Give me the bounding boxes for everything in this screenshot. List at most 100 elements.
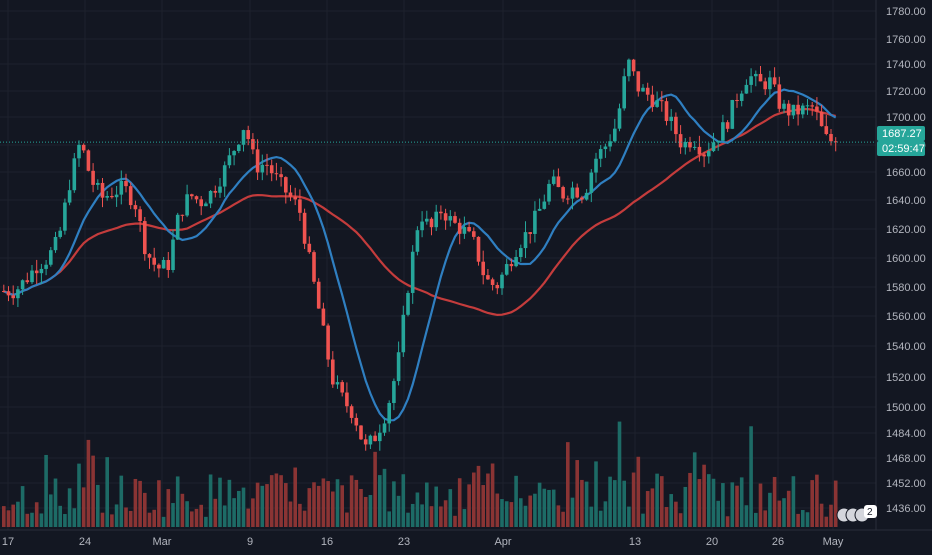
- candle[interactable]: [730, 100, 735, 129]
- candle[interactable]: [645, 87, 650, 95]
- candle[interactable]: [246, 130, 250, 140]
- candle[interactable]: [631, 59, 636, 72]
- candle[interactable]: [448, 216, 453, 221]
- candle[interactable]: [340, 382, 344, 393]
- candle[interactable]: [702, 154, 706, 157]
- candle[interactable]: [815, 106, 819, 112]
- candle[interactable]: [77, 144, 81, 159]
- candle[interactable]: [655, 100, 659, 107]
- candle[interactable]: [110, 195, 114, 198]
- candle[interactable]: [410, 251, 415, 293]
- candle[interactable]: [128, 186, 133, 206]
- candle[interactable]: [63, 202, 67, 231]
- candle[interactable]: [39, 268, 44, 274]
- candle[interactable]: [86, 150, 91, 171]
- candle[interactable]: [598, 149, 603, 159]
- candle[interactable]: [782, 103, 786, 109]
- candle[interactable]: [359, 425, 363, 440]
- candle[interactable]: [777, 84, 782, 109]
- candle[interactable]: [161, 259, 166, 269]
- candle[interactable]: [16, 289, 20, 299]
- candle[interactable]: [199, 199, 203, 207]
- candle[interactable]: [274, 173, 279, 175]
- candle[interactable]: [114, 194, 119, 198]
- candle[interactable]: [425, 218, 429, 222]
- candle[interactable]: [472, 231, 476, 237]
- candle[interactable]: [6, 291, 11, 296]
- candle[interactable]: [406, 292, 410, 315]
- candle[interactable]: [415, 230, 420, 252]
- candle[interactable]: [396, 352, 401, 382]
- candle[interactable]: [387, 402, 391, 424]
- candle[interactable]: [786, 103, 791, 116]
- candle[interactable]: [819, 111, 824, 127]
- candle[interactable]: [636, 71, 641, 92]
- candle[interactable]: [486, 275, 490, 280]
- candle[interactable]: [457, 222, 462, 234]
- candle[interactable]: [349, 406, 354, 418]
- candle[interactable]: [772, 77, 777, 85]
- candle[interactable]: [763, 81, 767, 90]
- candle[interactable]: [378, 432, 382, 442]
- candle[interactable]: [20, 280, 25, 290]
- candle[interactable]: [467, 227, 471, 232]
- candle[interactable]: [96, 182, 100, 185]
- candle[interactable]: [481, 261, 485, 276]
- candle[interactable]: [420, 221, 424, 231]
- candle[interactable]: [509, 264, 514, 267]
- candle[interactable]: [91, 170, 95, 185]
- candle[interactable]: [260, 164, 265, 173]
- candle[interactable]: [801, 105, 805, 115]
- candle[interactable]: [401, 314, 406, 353]
- candle[interactable]: [439, 211, 443, 214]
- candle[interactable]: [279, 174, 283, 178]
- candle[interactable]: [138, 209, 142, 222]
- candle[interactable]: [143, 221, 147, 255]
- event-flags[interactable]: 2: [836, 505, 877, 523]
- candle[interactable]: [434, 211, 438, 228]
- candle[interactable]: [213, 190, 218, 193]
- candle[interactable]: [556, 176, 561, 188]
- candle[interactable]: [119, 180, 124, 195]
- time-axis[interactable]: 17 24 Mar 9 16 23 Apr 13 20 26 May: [0, 529, 932, 548]
- candle[interactable]: [495, 284, 500, 289]
- candle[interactable]: [255, 149, 260, 173]
- candle[interactable]: [829, 134, 833, 142]
- candle[interactable]: [622, 76, 626, 109]
- candle[interactable]: [537, 208, 542, 211]
- candle[interactable]: [171, 239, 175, 270]
- candle[interactable]: [368, 435, 373, 445]
- candle[interactable]: [269, 165, 274, 174]
- candle[interactable]: [566, 198, 570, 200]
- candle[interactable]: [528, 232, 532, 234]
- candle[interactable]: [739, 93, 744, 101]
- candle[interactable]: [25, 280, 30, 283]
- candle[interactable]: [547, 183, 551, 202]
- candle[interactable]: [194, 196, 199, 200]
- candle[interactable]: [331, 359, 335, 385]
- candle[interactable]: [30, 270, 34, 283]
- candles[interactable]: [2, 58, 838, 451]
- candle[interactable]: [67, 190, 72, 203]
- candle[interactable]: [768, 77, 772, 90]
- candle[interactable]: [133, 205, 138, 210]
- candle[interactable]: [833, 141, 838, 143]
- candle[interactable]: [716, 140, 720, 143]
- candle[interactable]: [232, 150, 236, 156]
- candle[interactable]: [157, 264, 161, 269]
- candle[interactable]: [490, 279, 495, 285]
- candle[interactable]: [302, 212, 307, 244]
- candle[interactable]: [222, 165, 227, 187]
- candle[interactable]: [533, 210, 537, 234]
- candle[interactable]: [204, 203, 208, 207]
- candle[interactable]: [613, 128, 617, 142]
- candle[interactable]: [678, 134, 683, 148]
- candle[interactable]: [688, 141, 692, 148]
- candle[interactable]: [749, 76, 753, 85]
- candle[interactable]: [44, 264, 48, 269]
- candle[interactable]: [185, 194, 189, 216]
- candle[interactable]: [707, 151, 711, 157]
- candle[interactable]: [72, 158, 77, 191]
